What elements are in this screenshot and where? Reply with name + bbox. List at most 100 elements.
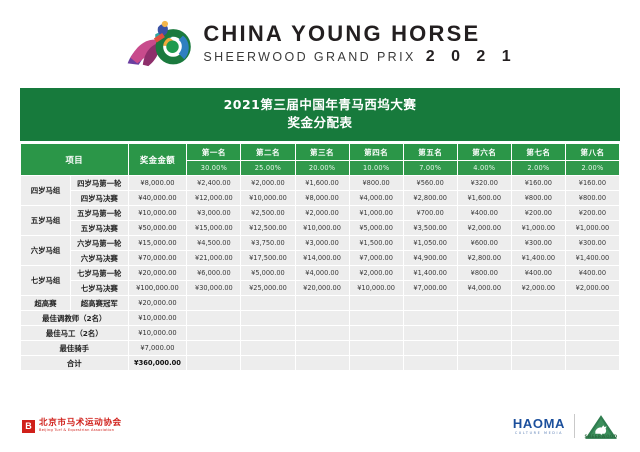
- prize-cell: ¥1,600.00: [457, 191, 511, 206]
- round-label: 五岁马第一轮: [70, 206, 128, 221]
- special-label: 最佳马工（2名）: [21, 326, 128, 341]
- prize-cell: ¥800.00: [457, 266, 511, 281]
- group-label: 四岁马组: [21, 176, 70, 206]
- document-title-bar: 2021第三届中国年青马西坞大赛 奖金分配表: [20, 88, 620, 142]
- title-line-1: 2021第三届中国年青马西坞大赛: [223, 97, 417, 112]
- round-label: 七岁马第一轮: [70, 266, 128, 281]
- prize-cell: [241, 311, 295, 326]
- table-row: 超高赛 超高赛冠军 ¥20,000.00: [21, 296, 619, 311]
- prize-cell: [295, 311, 349, 326]
- header-rank-6: 第六名: [457, 144, 511, 161]
- prize-cell: [187, 341, 241, 356]
- table-row: 六岁马组 六岁马第一轮 ¥15,000.00 ¥4,500.00 ¥3,750.00 ¥3…: [21, 236, 619, 266]
- prize-cell: ¥10,000.00: [295, 221, 349, 236]
- prize-cell: [511, 341, 565, 356]
- prize-cell: [511, 296, 565, 311]
- prize-cell: ¥1,500.00: [349, 236, 403, 251]
- header-rank-5: 第五名: [403, 144, 457, 161]
- prize-cell: ¥3,500.00: [403, 221, 457, 236]
- prize-cell: ¥2,000.00: [565, 281, 619, 296]
- prize-cell: ¥400.00: [565, 266, 619, 281]
- prize-cell: [187, 356, 241, 371]
- header-rank-8: 第八名: [565, 144, 619, 161]
- brand-header: CHINA YOUNG HORSE SHEERWOOD GRAND PRIX 2…: [0, 0, 640, 88]
- prize-cell: ¥2,000.00: [295, 206, 349, 221]
- table-row: 七岁马组 七岁马第一轮 ¥20,000.00 ¥6,000.00 ¥5,000.00 ¥4…: [21, 266, 619, 296]
- prize-cell: [349, 341, 403, 356]
- prize-cell: [349, 311, 403, 326]
- prize-cell: ¥3,000.00: [295, 236, 349, 251]
- footer: B 北京市马术运动协会 Beijing Turf & Equestrian As…: [0, 400, 640, 452]
- association-mark-icon: B: [22, 419, 35, 433]
- table-row-total: 合计 ¥360,000.00: [21, 356, 619, 371]
- prize-cell: [565, 326, 619, 341]
- prize-cell: [241, 341, 295, 356]
- prize-cell: [241, 326, 295, 341]
- prize-cell: [295, 296, 349, 311]
- table-row: 最佳骑手 ¥7,000.00: [21, 341, 619, 356]
- group-label: 超高赛: [21, 296, 70, 311]
- prize-cell: [295, 356, 349, 371]
- table-row: 最佳马工（2名） ¥10,000.00: [21, 326, 619, 341]
- prize-cell: ¥160.00: [565, 176, 619, 191]
- prize-cell: [457, 326, 511, 341]
- table-row: 四岁马组 四岁马第一轮 ¥8,000.00 ¥2,400.00 ¥2,000.00 ¥1,…: [21, 176, 619, 206]
- prize-cell: ¥10,000.00: [241, 191, 295, 206]
- prize-cell: ¥7,000.00: [403, 281, 457, 296]
- prize-cell: [187, 296, 241, 311]
- association-name-cn: 北京市马术运动协会: [39, 418, 122, 429]
- prize-cell: ¥1,400.00: [565, 251, 619, 266]
- grand-total-amount: ¥360,000.00: [128, 356, 187, 371]
- prize-cell: ¥10,000.00: [349, 281, 403, 296]
- prize-cell: ¥400.00: [457, 206, 511, 221]
- sponsor-logos: HAOMA CULTURE MEDIA SHEERWOOD: [513, 413, 618, 439]
- prize-cell: [403, 341, 457, 356]
- prize-cell: ¥15,000.00: [187, 221, 241, 236]
- prize-cell: ¥25,000.00: [241, 281, 295, 296]
- prize-cell: [565, 341, 619, 356]
- prize-cell: ¥2,000.00: [457, 221, 511, 236]
- prize-cell: ¥300.00: [511, 236, 565, 251]
- prize-cell: [187, 326, 241, 341]
- header-rank-4: 第四名: [349, 144, 403, 161]
- prize-cell: [403, 311, 457, 326]
- header-pct-5: 7.00%: [403, 161, 457, 176]
- special-label: 最佳骑手: [21, 341, 128, 356]
- prize-cell: ¥2,000.00: [241, 176, 295, 191]
- brand-wordmark: CHINA YOUNG HORSE SHEERWOOD GRAND PRIX 2…: [203, 22, 516, 65]
- prize-cell: ¥4,000.00: [457, 281, 511, 296]
- prize-cell: ¥2,500.00: [241, 206, 295, 221]
- round-label: 五岁马决赛: [70, 221, 128, 236]
- prize-cell: ¥12,000.00: [187, 191, 241, 206]
- total-amount-cell: ¥20,000.00: [128, 296, 187, 311]
- prize-cell: ¥700.00: [403, 206, 457, 221]
- prize-cell: ¥30,000.00: [187, 281, 241, 296]
- group-label: 六岁马组: [21, 236, 70, 266]
- prize-cell: ¥200.00: [511, 206, 565, 221]
- prize-cell: [511, 326, 565, 341]
- prize-table-container: 项目 奖金金额 第一名 第二名 第三名 第四名 第五名 第六名 第七名 第八名 …: [20, 143, 620, 372]
- prize-cell: ¥320.00: [457, 176, 511, 191]
- prize-cell: ¥1,600.00: [295, 176, 349, 191]
- total-amount-cell: ¥100,000.00: [128, 281, 187, 296]
- prize-cell: ¥6,000.00: [187, 266, 241, 281]
- association-mark-letter: B: [25, 420, 32, 431]
- prize-cell: ¥1,000.00: [511, 221, 565, 236]
- round-label: 六岁马决赛: [70, 251, 128, 266]
- prize-cell: ¥560.00: [403, 176, 457, 191]
- prize-cell: [457, 296, 511, 311]
- table-body: 四岁马组 四岁马第一轮 ¥8,000.00 ¥2,400.00 ¥2,000.00 ¥1,…: [21, 176, 619, 371]
- prize-cell: ¥4,000.00: [349, 191, 403, 206]
- prize-cell: ¥4,900.00: [403, 251, 457, 266]
- header-row-names: 项目 奖金金额 第一名 第二名 第三名 第四名 第五名 第六名 第七名 第八名: [21, 144, 619, 176]
- prize-cell: ¥4,000.00: [295, 266, 349, 281]
- prize-cell: ¥5,000.00: [349, 221, 403, 236]
- association-logo: B 北京市马术运动协会 Beijing Turf & Equestrian As…: [22, 418, 122, 433]
- round-label: 七岁马决赛: [70, 281, 128, 296]
- association-name-en: Beijing Turf & Equestrian Association: [39, 427, 115, 432]
- prize-cell: [349, 296, 403, 311]
- brand-year: 2 0 2 1: [425, 47, 517, 65]
- footer-divider: [574, 414, 575, 438]
- header-item: 项目: [21, 144, 128, 176]
- title-line-2: 奖金分配表: [287, 115, 353, 131]
